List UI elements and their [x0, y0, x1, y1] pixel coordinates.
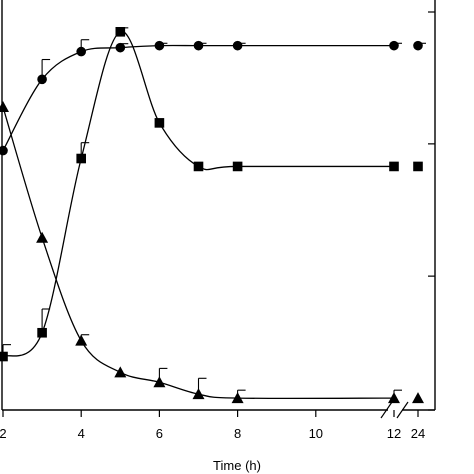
x-axis-label: Time (h): [213, 458, 261, 473]
data-point-circle: [76, 46, 86, 57]
axes: [1, 0, 436, 419]
data-point-triangle: [192, 388, 205, 400]
data-point-circle: [413, 40, 423, 51]
data-point-square: [193, 161, 204, 172]
data-point-circle: [232, 40, 243, 51]
data-point-square: [232, 161, 243, 172]
x-tick-label: 2: [0, 426, 7, 441]
data-point-circle: [389, 40, 399, 51]
x-tick-label: 8: [234, 426, 241, 441]
data-point-triangle: [388, 392, 400, 404]
data-point-square: [0, 351, 8, 362]
axis-break-mark: [380, 401, 393, 419]
axis-break-mark: [396, 401, 409, 419]
series-circle: [0, 39, 426, 156]
data-point-square: [154, 118, 165, 128]
data-point-triangle: [153, 376, 166, 388]
data-point-circle: [37, 74, 47, 85]
data-point-square: [413, 161, 423, 172]
data-point-square: [115, 27, 126, 37]
x-tick-label: 24: [411, 426, 425, 441]
data-point-circle: [193, 40, 204, 51]
series-layer: [0, 27, 426, 404]
x-ticks: 2 4 6 8 10 12 24: [0, 410, 425, 441]
x-tick-label: 10: [309, 426, 323, 441]
x-tick-label: 12: [387, 426, 401, 441]
series-triangle: [0, 101, 424, 404]
data-point-triangle: [412, 392, 424, 404]
data-point-square: [389, 161, 399, 172]
data-point-triangle: [75, 334, 88, 346]
data-point-circle: [154, 40, 165, 51]
series-line: [2, 31, 394, 358]
data-point-square: [37, 327, 47, 338]
data-point-square: [76, 153, 86, 164]
x-tick-label: 4: [78, 426, 85, 441]
data-point-triangle: [0, 101, 9, 113]
data-point-circle: [0, 145, 8, 156]
data-point-triangle: [36, 231, 49, 243]
data-point-triangle: [231, 392, 244, 404]
data-point-triangle: [114, 366, 127, 378]
data-point-circle: [115, 42, 126, 53]
series-line: [2, 44, 394, 151]
x-tick-label: 6: [156, 426, 163, 441]
series-square: [0, 27, 423, 362]
